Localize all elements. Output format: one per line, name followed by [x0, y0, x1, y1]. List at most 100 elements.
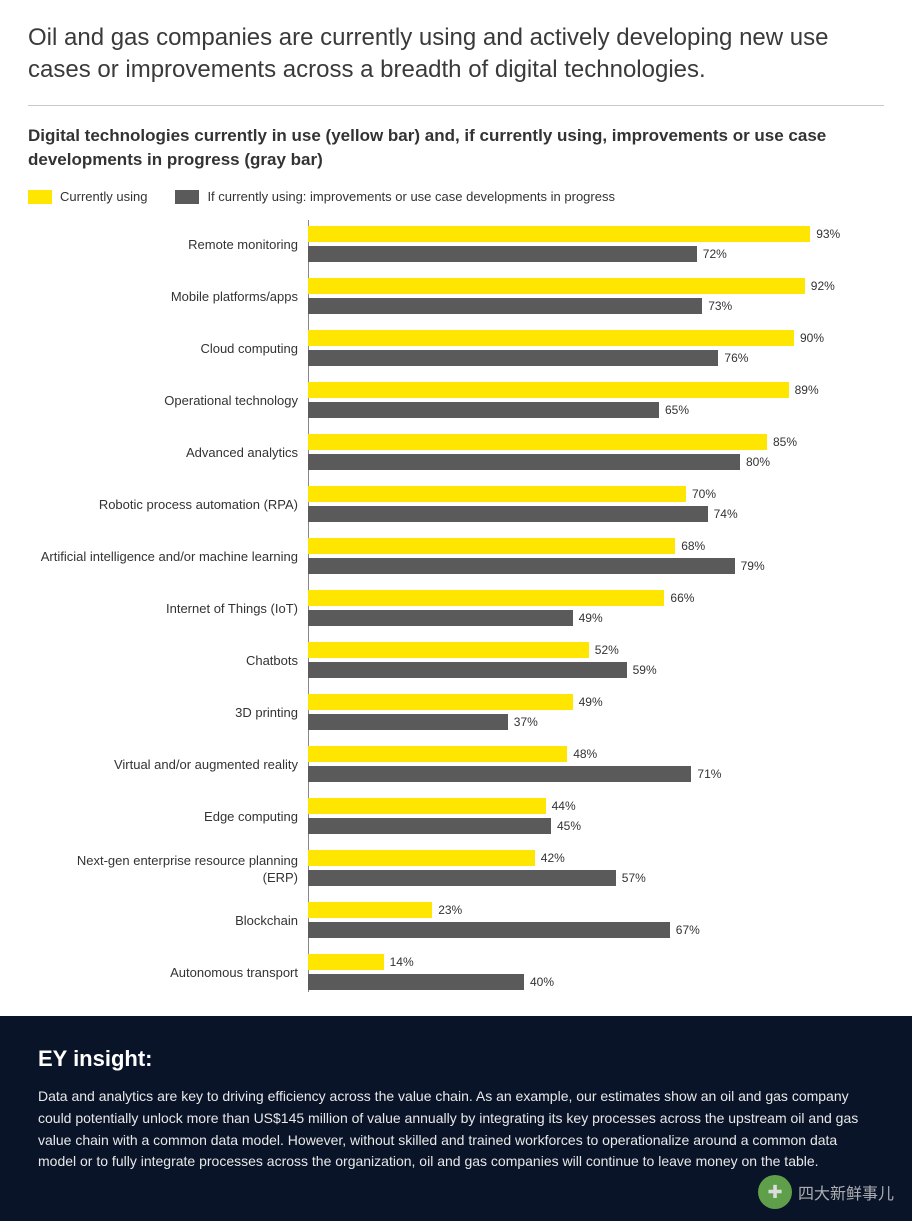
category-label: 3D printing: [38, 705, 298, 721]
bar-fill: [308, 278, 805, 294]
bar-currently-using: 14%: [308, 954, 884, 970]
category-label: Virtual and/or augmented reality: [38, 757, 298, 773]
bar-fill: [308, 382, 789, 398]
category-label: Operational technology: [38, 393, 298, 409]
chart-row: Robotic process automation (RPA)70%74%: [308, 486, 884, 524]
bar-value: 67%: [676, 923, 700, 937]
bar-group: 14%40%: [308, 954, 884, 992]
bar-fill: [308, 694, 573, 710]
bar-in-progress: 79%: [308, 558, 884, 574]
bar-group: 68%79%: [308, 538, 884, 576]
category-label: Remote monitoring: [38, 237, 298, 253]
bar-value: 37%: [514, 715, 538, 729]
bar-currently-using: 52%: [308, 642, 884, 658]
bar-value: 90%: [800, 331, 824, 345]
chart-subtitle: Digital technologies currently in use (y…: [28, 124, 884, 172]
chart-row: Edge computing44%45%: [308, 798, 884, 836]
legend-item-in-progress: If currently using: improvements or use …: [175, 189, 615, 204]
bar-fill: [308, 506, 708, 522]
bar-group: 23% 67%: [308, 902, 884, 940]
category-label: Autonomous transport: [38, 965, 298, 981]
bar-fill: [308, 246, 697, 262]
bar-fill: [308, 746, 567, 762]
bar-currently-using: 92%: [308, 278, 884, 294]
chart-row: Advanced analytics85%80%: [308, 434, 884, 472]
bar-value: 57%: [622, 871, 646, 885]
bar-in-progress: 65%: [308, 402, 884, 418]
category-label: Next-gen enterprise resource planning (E…: [38, 853, 298, 886]
bar-fill: [308, 298, 702, 314]
bar-in-progress: 40%: [308, 974, 884, 990]
bar-value: 80%: [746, 455, 770, 469]
bar-fill: [308, 766, 691, 782]
bar-fill: [308, 662, 627, 678]
bar-currently-using: 66%: [308, 590, 884, 606]
bar-value: 93%: [816, 227, 840, 241]
bar-in-progress: 45%: [308, 818, 884, 834]
bar-fill: [308, 610, 573, 626]
category-label: Advanced analytics: [38, 445, 298, 461]
bar-value: 72%: [703, 247, 727, 261]
bar-fill: [308, 486, 686, 502]
bar-group: 85%80%: [308, 434, 884, 472]
bar-value: 45%: [557, 819, 581, 833]
bar-value: 65%: [665, 403, 689, 417]
legend-swatch-gray: [175, 190, 199, 204]
category-label: Artificial intelligence and/or machine l…: [38, 549, 298, 565]
bar-fill: [308, 714, 508, 730]
bar-fill: [308, 870, 616, 886]
bar-value: 49%: [579, 695, 603, 709]
watermark-text: 四大新鲜事儿: [798, 1180, 894, 1204]
bar-in-progress: 76%: [308, 350, 884, 366]
watermark: ✚ 四大新鲜事儿: [758, 1175, 894, 1209]
bar-currently-using: 23%: [308, 902, 884, 918]
bar-value: 66%: [670, 591, 694, 605]
bar-value: 79%: [741, 559, 765, 573]
bar-value: 71%: [697, 767, 721, 781]
bar-group: 89%65%: [308, 382, 884, 420]
bar-group: 52% 59%: [308, 642, 884, 680]
bar-value: 42%: [541, 851, 565, 865]
legend-swatch-yellow: [28, 190, 52, 204]
bar-in-progress: 72%: [308, 246, 884, 262]
chart-row: Next-gen enterprise resource planning (E…: [308, 850, 884, 888]
bar-currently-using: 44%: [308, 798, 884, 814]
chart-row: Autonomous transport14%40%: [308, 954, 884, 992]
divider: [28, 105, 884, 106]
chart-row: Blockchain23%67%: [308, 902, 884, 940]
bar-fill: [308, 402, 659, 418]
bar-value: 92%: [811, 279, 835, 293]
bar-value: 73%: [708, 299, 732, 313]
bar-value: 70%: [692, 487, 716, 501]
bar-in-progress: 49%: [308, 610, 884, 626]
chart-row: Virtual and/or augmented reality48%71%: [308, 746, 884, 784]
bar-value: 14%: [390, 955, 414, 969]
bar-group: 42% 57%: [308, 850, 884, 888]
chart-row: Chatbots52%59%: [308, 642, 884, 680]
bar-in-progress: 71%: [308, 766, 884, 782]
bar-in-progress: 73%: [308, 298, 884, 314]
bar-in-progress: 67%: [308, 922, 884, 938]
bar-fill: [308, 902, 432, 918]
bar-in-progress: 57%: [308, 870, 884, 886]
bar-value: 23%: [438, 903, 462, 917]
bar-group: 93% 72%: [308, 226, 884, 264]
bar-currently-using: 89%: [308, 382, 884, 398]
bar-value: 59%: [633, 663, 657, 677]
bar-in-progress: 80%: [308, 454, 884, 470]
category-label: Chatbots: [38, 653, 298, 669]
bar-value: 49%: [579, 611, 603, 625]
bar-value: 52%: [595, 643, 619, 657]
insight-heading: EY insight:: [38, 1046, 874, 1072]
legend-label: Currently using: [60, 189, 147, 204]
bar-fill: [308, 558, 735, 574]
bar-group: 44%45%: [308, 798, 884, 836]
bar-fill: [308, 454, 740, 470]
legend-item-currently-using: Currently using: [28, 189, 147, 204]
page-title: Oil and gas companies are currently usin…: [28, 22, 884, 87]
bar-group: 66% 49%: [308, 590, 884, 628]
bar-fill: [308, 538, 675, 554]
bar-currently-using: 70%: [308, 486, 884, 502]
bar-value: 74%: [714, 507, 738, 521]
bar-fill: [308, 642, 589, 658]
